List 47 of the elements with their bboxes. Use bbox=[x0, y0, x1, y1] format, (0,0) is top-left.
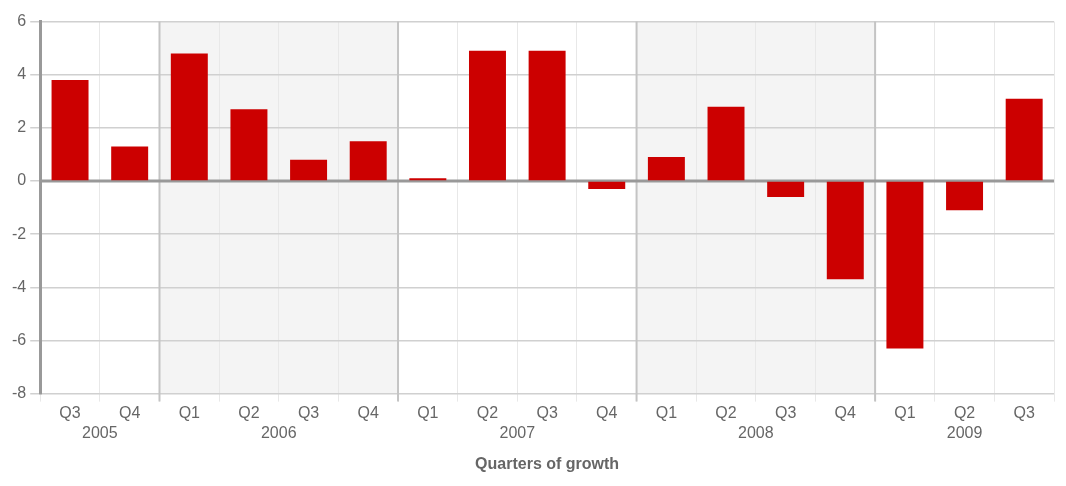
y-tick-label: -6 bbox=[11, 330, 27, 348]
bar bbox=[826, 181, 864, 280]
y-tick-label: -8 bbox=[11, 384, 27, 402]
text: 2008 bbox=[738, 424, 774, 442]
bar bbox=[111, 146, 149, 181]
x-tick-label: Q4 bbox=[119, 403, 141, 421]
bar bbox=[767, 181, 805, 197]
y-tick-label: 2 bbox=[17, 118, 27, 136]
text: 2007 bbox=[499, 424, 536, 442]
x-axis-title: Quarters of growth bbox=[475, 454, 620, 472]
x-tick-label: Q4 bbox=[357, 403, 379, 421]
bar bbox=[468, 50, 506, 181]
x-tick-label: Q2 bbox=[953, 403, 976, 421]
y-tick-label: 4 bbox=[17, 65, 27, 83]
x-tick-label: Q2 bbox=[476, 403, 499, 421]
x-tick-label: Q1 bbox=[894, 403, 916, 421]
y-tick-label: -2 bbox=[11, 224, 27, 242]
x-tick-label: Q3 bbox=[536, 403, 558, 421]
bar bbox=[290, 159, 328, 181]
x-tick-label: Q3 bbox=[1013, 403, 1035, 421]
x-tick-label: Q2 bbox=[238, 403, 260, 421]
bar bbox=[349, 141, 387, 181]
bar bbox=[528, 50, 566, 181]
x-tick-label: Q3 bbox=[297, 403, 320, 421]
bar bbox=[707, 106, 745, 181]
y-tick-label: -4 bbox=[11, 277, 27, 295]
bar bbox=[51, 80, 89, 181]
bar bbox=[647, 157, 685, 181]
text: 2006 bbox=[260, 424, 297, 442]
bar bbox=[946, 181, 984, 211]
y-tick-label: 6 bbox=[17, 12, 27, 30]
text: 2005 bbox=[82, 424, 118, 442]
bar bbox=[1005, 98, 1043, 181]
x-tick-label: Q3 bbox=[59, 403, 81, 421]
x-tick-label: Q1 bbox=[417, 403, 439, 421]
x-tick-label: Q3 bbox=[774, 403, 797, 421]
y-tick-label: 0 bbox=[17, 171, 27, 189]
bar bbox=[230, 109, 268, 181]
x-tick-label: Q4 bbox=[834, 403, 857, 421]
bar bbox=[588, 181, 626, 189]
x-tick-label: Q1 bbox=[178, 403, 201, 421]
bar bbox=[170, 53, 208, 181]
text: 2009 bbox=[946, 424, 983, 442]
x-tick-label: Q1 bbox=[655, 403, 678, 421]
bar bbox=[886, 181, 924, 349]
x-tick-label: Q4 bbox=[596, 403, 618, 421]
x-tick-label: Q2 bbox=[715, 403, 737, 421]
